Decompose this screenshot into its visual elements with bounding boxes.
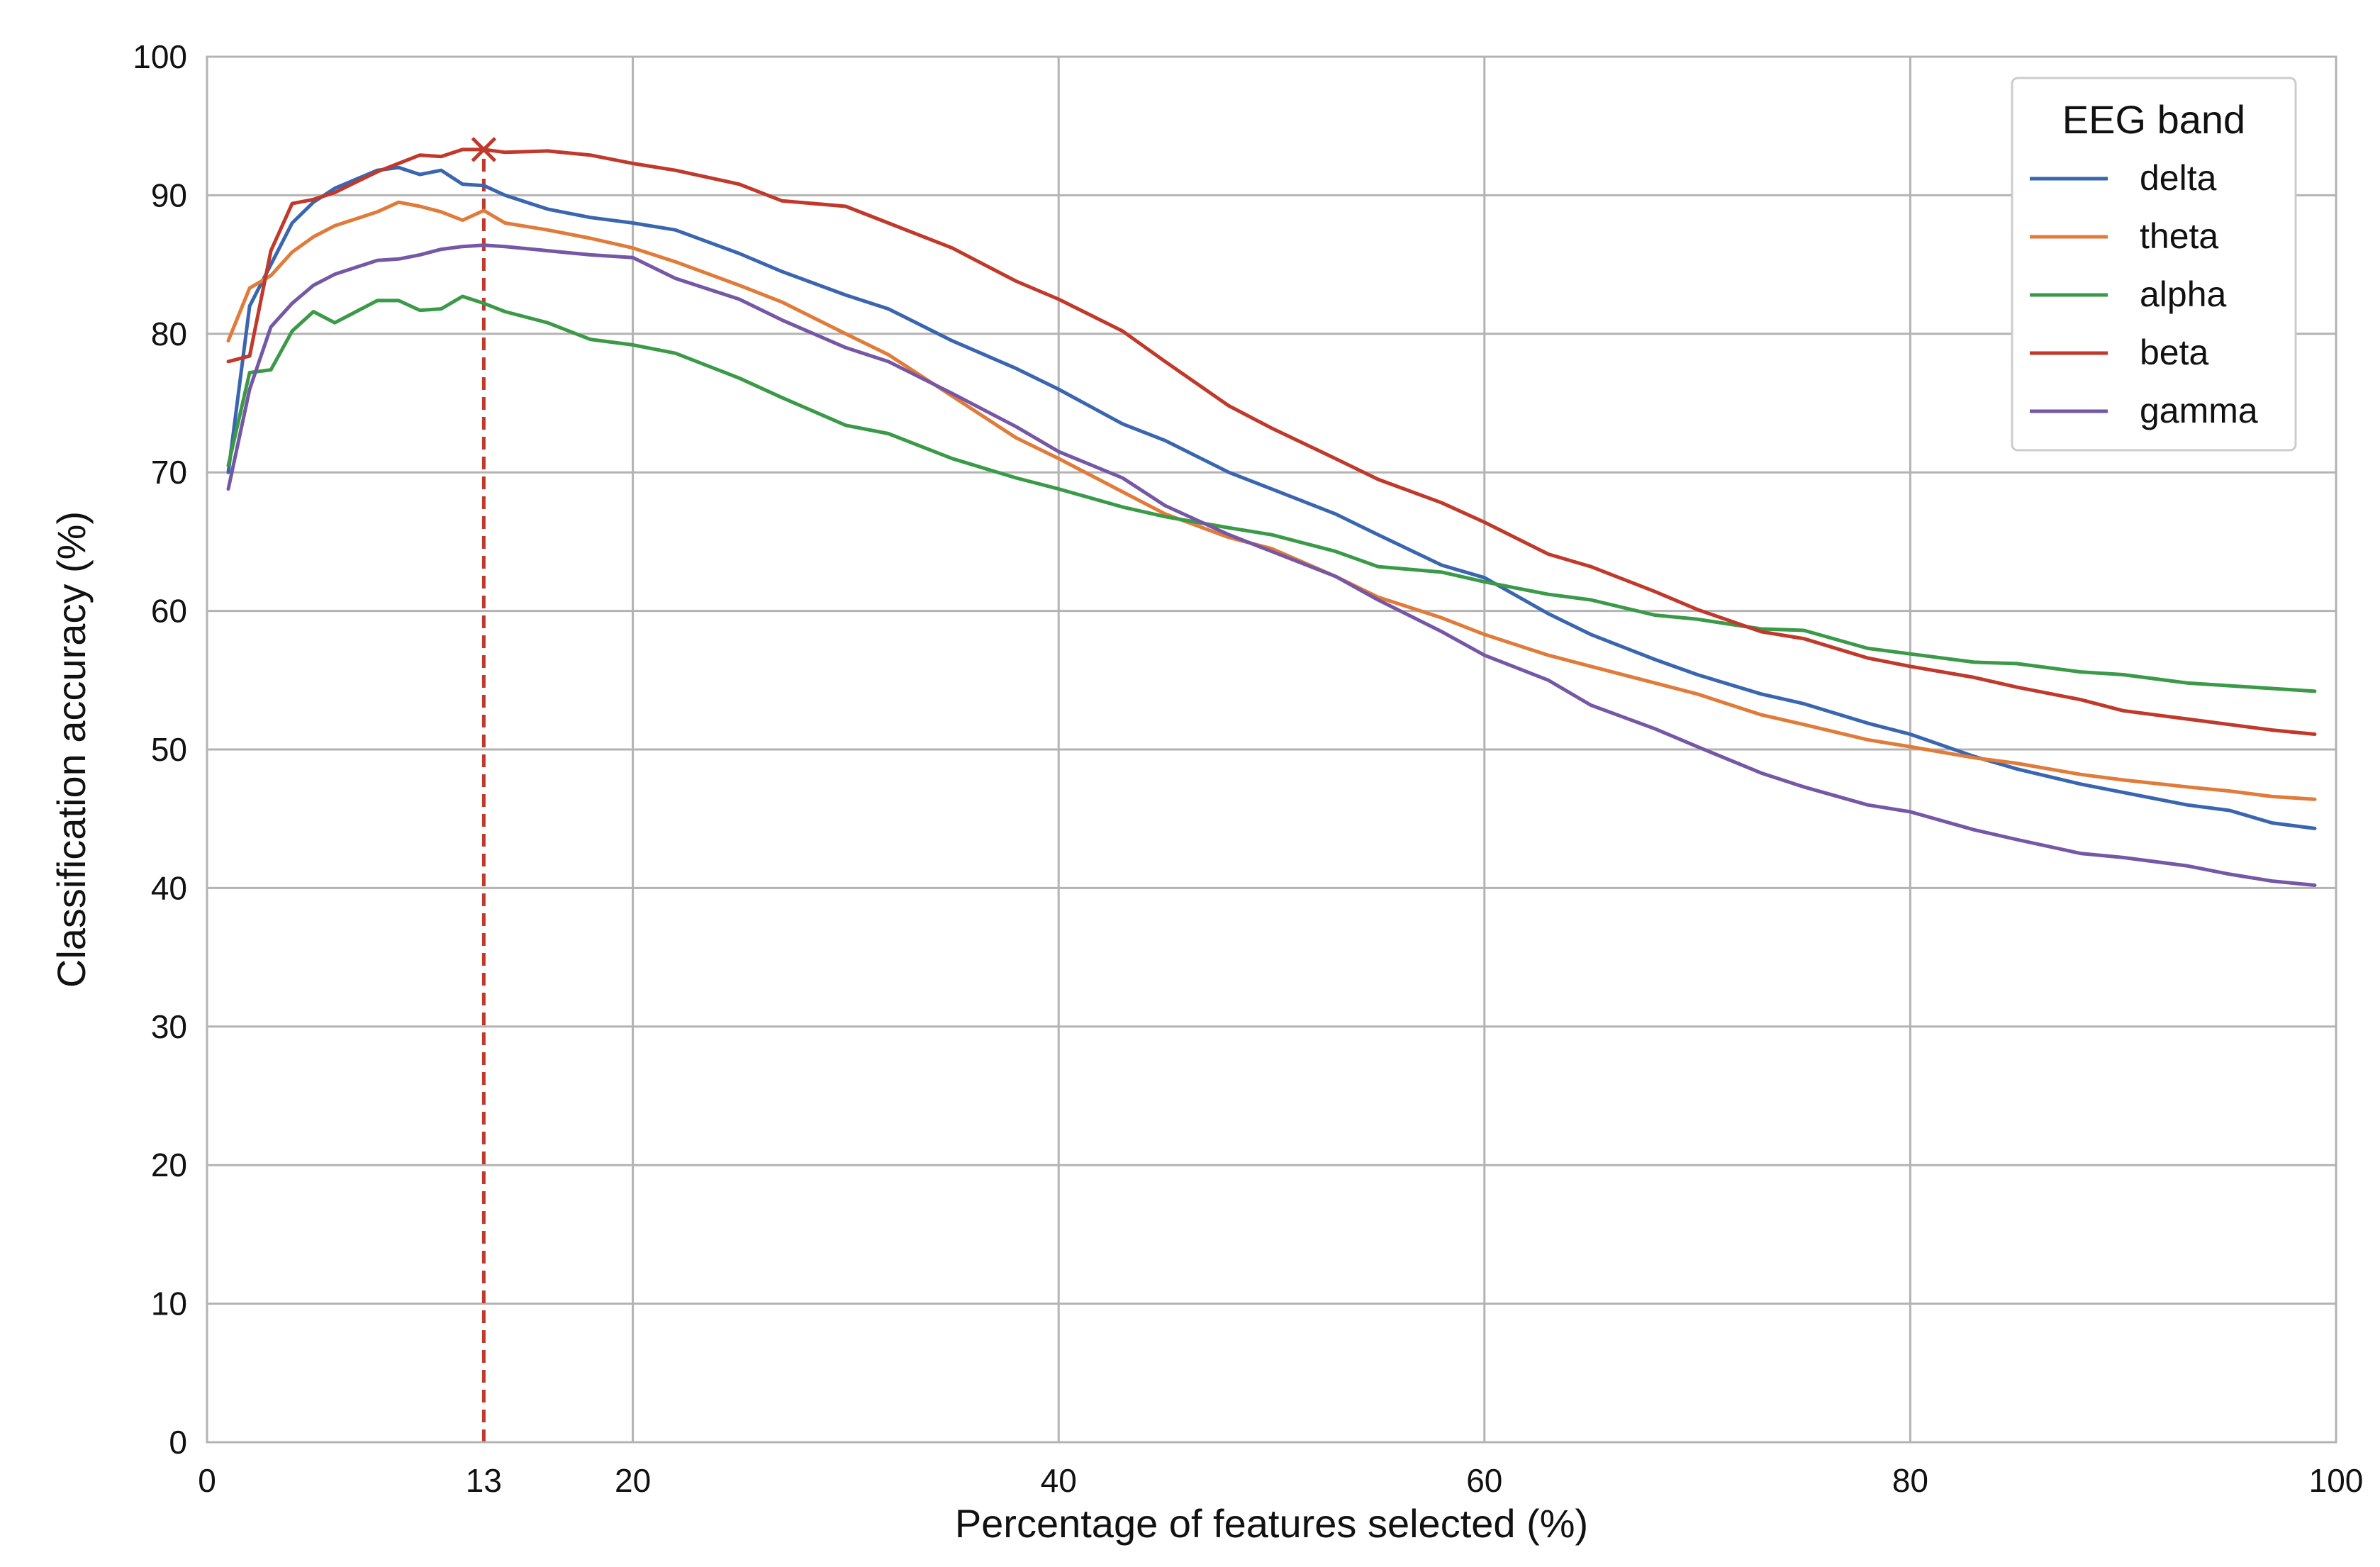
y-tick-label: 80	[151, 316, 187, 352]
series-line-theta	[226, 200, 2317, 801]
x-tick-label: 100	[2309, 1462, 2364, 1499]
x-tick-label: 13	[466, 1462, 502, 1499]
legend-items: delta theta alpha beta gamma	[2030, 158, 2258, 430]
x-tick-label: 80	[1892, 1462, 1928, 1499]
y-tick-label: 20	[151, 1147, 187, 1183]
legend-label-alpha: alpha	[2140, 274, 2227, 314]
legend-label-gamma: gamma	[2140, 391, 2258, 430]
peak-marker-stroke	[471, 137, 497, 162]
x-tick-label: 20	[615, 1462, 651, 1499]
series-line-alpha	[226, 294, 2317, 693]
y-tick-label: 100	[133, 38, 187, 75]
legend: EEG band delta theta alpha beta gamma	[2011, 77, 2297, 452]
y-axis-label: Classification accuracy (%)	[49, 511, 94, 988]
y-tick-label: 10	[151, 1286, 187, 1322]
x-tick-label: 40	[1041, 1462, 1077, 1499]
series-line-beta	[226, 147, 2317, 736]
y-tick-label: 50	[151, 731, 187, 768]
x-tick-label: 60	[1466, 1462, 1502, 1499]
grid	[206, 55, 2337, 1444]
peak-marker	[471, 137, 497, 162]
y-tick-label: 60	[151, 593, 187, 630]
y-tick-label: 30	[151, 1008, 187, 1045]
legend-label-beta: beta	[2140, 333, 2209, 372]
y-tick-label: 70	[151, 454, 187, 491]
x-tick-label: 0	[198, 1462, 216, 1499]
legend-label-delta: delta	[2140, 158, 2217, 198]
plot-frame	[206, 55, 2337, 1444]
y-tick-label: 90	[151, 177, 187, 213]
x-axis-label: Percentage of features selected (%)	[955, 1501, 1588, 1546]
y-tick-label: 0	[169, 1424, 187, 1461]
y-axis-ticks: 0 10 20 30 40 50 60 70 80 90 100	[133, 38, 187, 1461]
series-line-gamma	[226, 243, 2317, 887]
legend-title: EEG band	[2062, 97, 2245, 142]
legend-box	[2011, 77, 2297, 452]
x-axis-ticks: 0 13 20 40 60 80 100	[198, 1462, 2363, 1499]
y-tick-label: 40	[151, 869, 187, 906]
legend-label-theta: theta	[2140, 216, 2218, 256]
series-line-delta	[226, 165, 2317, 830]
series-layer	[226, 137, 2317, 887]
